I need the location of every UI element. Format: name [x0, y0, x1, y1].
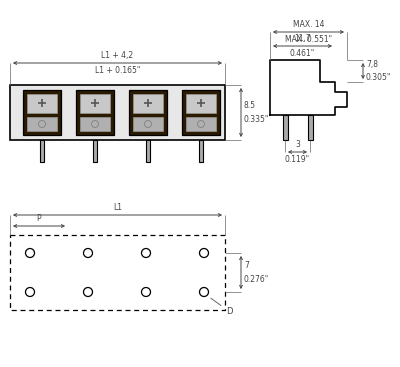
Bar — [129, 90, 167, 135]
Bar — [27, 94, 57, 113]
Bar — [80, 94, 110, 113]
Bar — [186, 117, 216, 131]
Text: 0.305": 0.305" — [366, 73, 391, 82]
Bar — [282, 115, 288, 140]
Text: P: P — [37, 214, 41, 223]
Bar — [76, 90, 114, 135]
Text: 0.461": 0.461" — [290, 49, 315, 58]
Bar — [27, 117, 57, 131]
Text: MAX. 0.551": MAX. 0.551" — [285, 35, 332, 44]
Bar — [182, 90, 220, 135]
Bar — [133, 117, 163, 131]
Text: 7: 7 — [244, 262, 249, 270]
Bar — [10, 85, 225, 140]
Text: L1 + 4,2: L1 + 4,2 — [102, 51, 134, 60]
Text: MAX. 14: MAX. 14 — [293, 20, 324, 29]
Bar — [93, 140, 97, 162]
Text: 0.276": 0.276" — [244, 275, 269, 283]
Text: 7,8: 7,8 — [366, 60, 378, 69]
Bar — [308, 115, 312, 140]
Text: 11,7: 11,7 — [294, 34, 311, 43]
Text: 8.5: 8.5 — [244, 102, 256, 110]
Text: D: D — [211, 298, 232, 316]
Bar — [80, 117, 110, 131]
Bar — [146, 140, 150, 162]
Text: 3: 3 — [295, 140, 300, 149]
Bar — [186, 94, 216, 113]
Bar — [23, 90, 61, 135]
Bar — [10, 235, 225, 310]
Text: 0.119": 0.119" — [285, 155, 310, 164]
Text: L1 + 0.165": L1 + 0.165" — [95, 66, 140, 75]
Bar — [199, 140, 203, 162]
Bar — [133, 94, 163, 113]
Text: L1: L1 — [113, 203, 122, 212]
Bar — [40, 140, 44, 162]
Text: 0.335": 0.335" — [244, 115, 269, 124]
